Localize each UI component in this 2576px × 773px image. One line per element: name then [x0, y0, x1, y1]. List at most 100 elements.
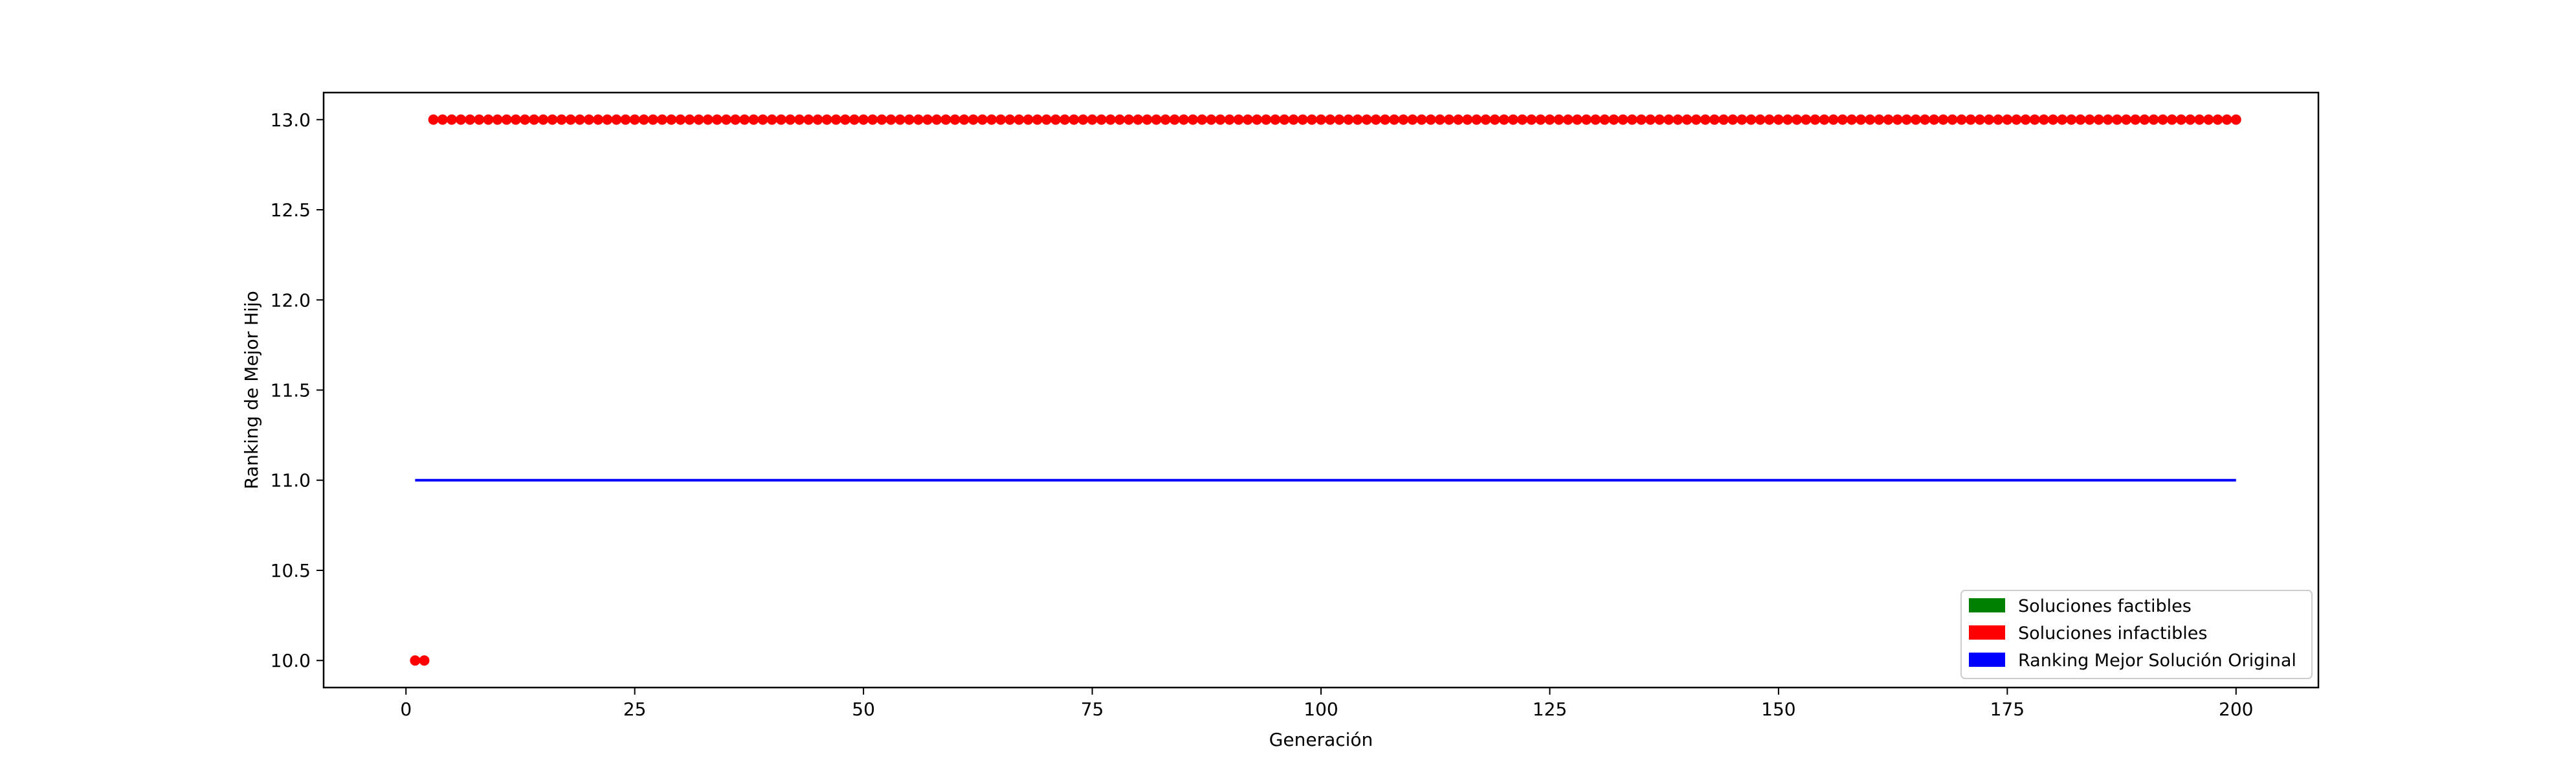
- infeasible-point: [1023, 114, 1034, 125]
- infeasible-point: [1581, 114, 1592, 125]
- infeasible-point: [611, 114, 622, 125]
- infeasible-point: [2048, 114, 2059, 125]
- infeasible-point: [2020, 114, 2031, 125]
- infeasible-point: [2038, 114, 2049, 125]
- infeasible-point: [2029, 114, 2040, 125]
- infeasible-point: [1361, 114, 1372, 125]
- infeasible-point: [1005, 114, 1016, 125]
- infeasible-point: [2230, 114, 2241, 125]
- infeasible-point: [1224, 114, 1235, 125]
- infeasible-point: [730, 114, 741, 125]
- infeasible-point: [657, 114, 668, 125]
- infeasible-point: [2194, 114, 2205, 125]
- infeasible-point: [1270, 114, 1281, 125]
- infeasible-point: [1590, 114, 1601, 125]
- infeasible-point: [1755, 114, 1766, 125]
- x-tick-label: 175: [1990, 699, 2025, 720]
- infeasible-point: [574, 114, 585, 125]
- legend-swatch: [1969, 598, 2005, 612]
- infeasible-point: [1169, 114, 1180, 125]
- infeasible-point: [702, 114, 713, 125]
- x-tick-label: 200: [2219, 699, 2253, 720]
- infeasible-point: [748, 114, 759, 125]
- infeasible-point: [1188, 114, 1199, 125]
- infeasible-point: [474, 114, 485, 125]
- infeasible-point: [1974, 114, 1985, 125]
- infeasible-point: [1151, 114, 1162, 125]
- infeasible-point: [1507, 114, 1518, 125]
- infeasible-point: [1901, 114, 1912, 125]
- infeasible-point: [556, 114, 567, 125]
- infeasible-point: [1801, 114, 1812, 125]
- infeasible-point: [638, 114, 649, 125]
- infeasible-point: [1261, 114, 1272, 125]
- infeasible-point: [1746, 114, 1757, 125]
- infeasible-point: [1370, 114, 1381, 125]
- infeasible-point: [1434, 114, 1445, 125]
- infeasible-point: [1608, 114, 1619, 125]
- infeasible-point: [501, 114, 512, 125]
- infeasible-point: [1032, 114, 1043, 125]
- infeasible-point: [1233, 114, 1244, 125]
- infeasible-point: [1727, 114, 1738, 125]
- infeasible-point: [904, 114, 915, 125]
- infeasible-point: [1810, 114, 1821, 125]
- infeasible-point: [876, 114, 887, 125]
- infeasible-point: [1599, 114, 1610, 125]
- infeasible-point: [977, 114, 988, 125]
- y-tick-label: 10.5: [271, 560, 311, 581]
- infeasible-point: [2175, 114, 2186, 125]
- infeasible-point: [2066, 114, 2077, 125]
- infeasible-point: [483, 114, 494, 125]
- infeasible-point: [1096, 114, 1107, 125]
- infeasible-point: [1544, 114, 1555, 125]
- infeasible-point: [1343, 114, 1354, 125]
- infeasible-point: [821, 114, 832, 125]
- infeasible-point: [1837, 114, 1848, 125]
- legend-swatch: [1969, 653, 2005, 667]
- infeasible-point: [1498, 114, 1509, 125]
- infeasible-point: [1078, 114, 1089, 125]
- infeasible-point: [465, 114, 476, 125]
- infeasible-point: [1389, 114, 1400, 125]
- infeasible-point: [1398, 114, 1409, 125]
- infeasible-point: [1160, 114, 1171, 125]
- infeasible-point: [1087, 114, 1098, 125]
- infeasible-point: [1334, 114, 1345, 125]
- infeasible-point: [1425, 114, 1436, 125]
- infeasible-point: [2011, 114, 2022, 125]
- infeasible-point: [867, 114, 878, 125]
- y-tick-label: 12.0: [271, 289, 311, 311]
- infeasible-point: [711, 114, 722, 125]
- y-tick-label: 12.5: [271, 199, 311, 221]
- infeasible-point: [1874, 114, 1885, 125]
- infeasible-point: [620, 114, 631, 125]
- infeasible-point: [1965, 114, 1976, 125]
- infeasible-point: [940, 114, 951, 125]
- infeasible-point: [647, 114, 658, 125]
- infeasible-point: [1252, 114, 1263, 125]
- infeasible-point: [2102, 114, 2113, 125]
- infeasible-point: [538, 114, 549, 125]
- infeasible-point: [1288, 114, 1299, 125]
- infeasible-point: [410, 655, 421, 666]
- infeasible-point: [913, 114, 924, 125]
- infeasible-point: [1773, 114, 1784, 125]
- x-tick-label: 100: [1304, 699, 1338, 720]
- infeasible-point: [803, 114, 814, 125]
- infeasible-point: [812, 114, 823, 125]
- infeasible-point: [2139, 114, 2150, 125]
- infeasible-point: [794, 114, 805, 125]
- infeasible-point: [547, 114, 558, 125]
- infeasible-point: [1553, 114, 1564, 125]
- infeasible-point: [492, 114, 503, 125]
- infeasible-point: [1069, 114, 1080, 125]
- infeasible-point: [931, 114, 942, 125]
- infeasible-point: [885, 114, 896, 125]
- legend: Soluciones factibles Soluciones infactibl…: [1960, 590, 2313, 679]
- infeasible-point: [629, 114, 640, 125]
- infeasible-point: [1947, 114, 1958, 125]
- y-tick-label: 11.0: [271, 470, 311, 491]
- infeasible-point: [1526, 114, 1537, 125]
